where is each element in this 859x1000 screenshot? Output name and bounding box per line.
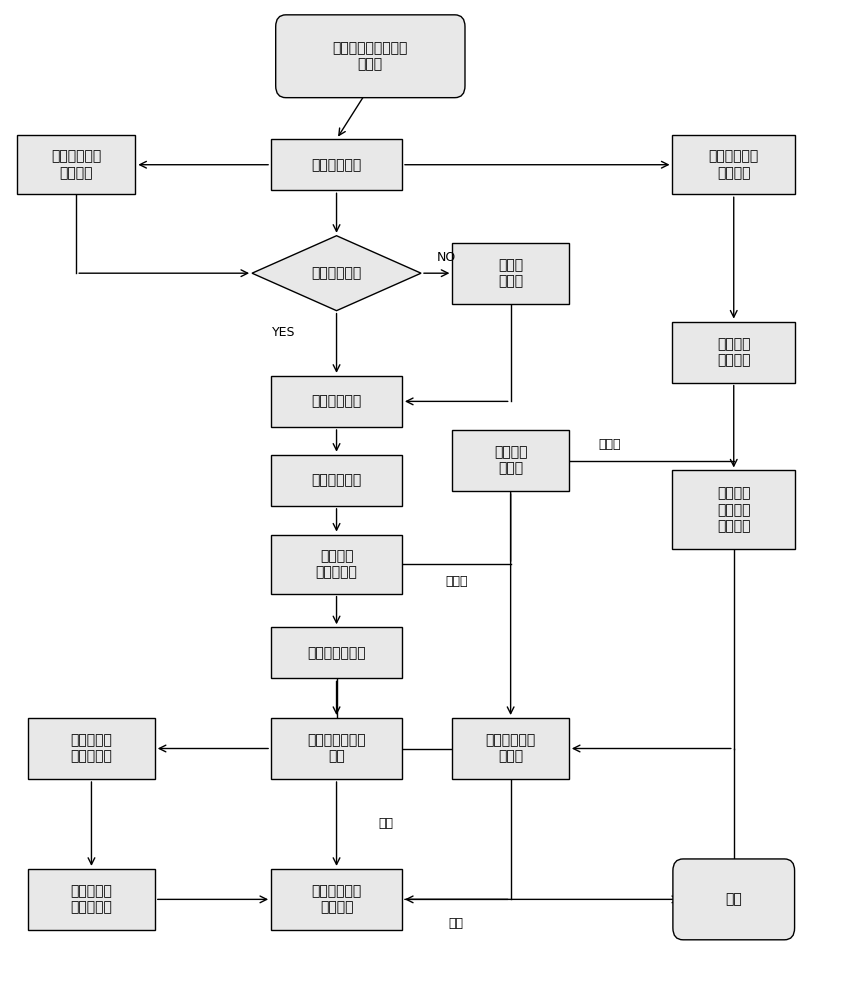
Text: 求解玻璃
体系光学
特性参数: 求解玻璃 体系光学 特性参数 (717, 487, 751, 533)
Text: 完成: 完成 (725, 892, 742, 906)
Text: 不收敛: 不收敛 (445, 575, 467, 588)
FancyBboxPatch shape (28, 869, 155, 930)
Text: 积分求解
光学数据: 积分求解 光学数据 (717, 337, 751, 367)
Text: 收敛: 收敛 (449, 917, 464, 930)
FancyBboxPatch shape (271, 139, 402, 190)
FancyBboxPatch shape (673, 470, 795, 549)
FancyBboxPatch shape (271, 376, 402, 427)
FancyBboxPatch shape (453, 430, 569, 491)
FancyBboxPatch shape (271, 627, 402, 678)
Text: 计算热系
数矩阵: 计算热系 数矩阵 (494, 445, 527, 476)
Text: 求解玻璃体
系结露特性: 求解玻璃体 系结露特性 (70, 884, 113, 914)
FancyBboxPatch shape (673, 859, 795, 940)
Text: 读取边界条件: 读取边界条件 (312, 394, 362, 408)
Text: 玻璃体系热工性能数
值模拟: 玻璃体系热工性能数 值模拟 (332, 41, 408, 71)
Text: NO: NO (436, 251, 456, 264)
Text: 求解热能平衡方
程组: 求解热能平衡方 程组 (308, 733, 366, 764)
FancyBboxPatch shape (673, 322, 795, 383)
FancyBboxPatch shape (271, 718, 402, 779)
Text: 求解热能平衡
方程组: 求解热能平衡 方程组 (485, 733, 536, 764)
FancyBboxPatch shape (673, 135, 795, 194)
Text: 是否包含空腔: 是否包含空腔 (312, 266, 362, 280)
Text: 收敛: 收敛 (378, 817, 393, 830)
Text: 合成玻璃体系
光谱数据: 合成玻璃体系 光谱数据 (709, 150, 758, 180)
FancyBboxPatch shape (271, 455, 402, 506)
Text: 读取气体信息: 读取气体信息 (312, 473, 362, 487)
Text: 计算热系数矩阵: 计算热系数矩阵 (308, 646, 366, 660)
FancyBboxPatch shape (453, 243, 569, 304)
FancyBboxPatch shape (453, 718, 569, 779)
FancyBboxPatch shape (276, 15, 465, 98)
FancyBboxPatch shape (17, 135, 136, 194)
FancyBboxPatch shape (271, 869, 402, 930)
Text: 不收敛: 不收敛 (598, 438, 621, 451)
Text: 读取边
界条件: 读取边 界条件 (498, 258, 523, 288)
FancyBboxPatch shape (271, 535, 402, 594)
Text: 求解玻璃体系
传热系数: 求解玻璃体系 传热系数 (312, 884, 362, 914)
Polygon shape (252, 236, 421, 311)
FancyBboxPatch shape (28, 718, 155, 779)
Text: 求解室内空气
露点温度: 求解室内空气 露点温度 (52, 150, 101, 180)
Text: 确定室内玻
璃表面温度: 确定室内玻 璃表面温度 (70, 733, 113, 764)
Text: 读取玻璃信息: 读取玻璃信息 (312, 158, 362, 172)
Text: 计算气体
热特性参数: 计算气体 热特性参数 (315, 549, 357, 579)
Text: YES: YES (272, 326, 295, 339)
